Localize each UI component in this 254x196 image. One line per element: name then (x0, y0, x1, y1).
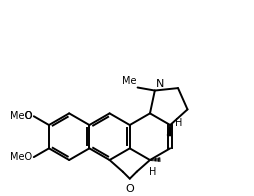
Text: Me: Me (122, 76, 136, 86)
Text: H: H (149, 167, 156, 177)
Text: O: O (24, 111, 32, 121)
Polygon shape (167, 125, 171, 136)
Text: O: O (125, 184, 134, 194)
Text: N: N (155, 79, 164, 89)
Text: MeO: MeO (10, 152, 32, 162)
Text: H: H (175, 118, 183, 128)
Text: MeO: MeO (10, 111, 32, 121)
